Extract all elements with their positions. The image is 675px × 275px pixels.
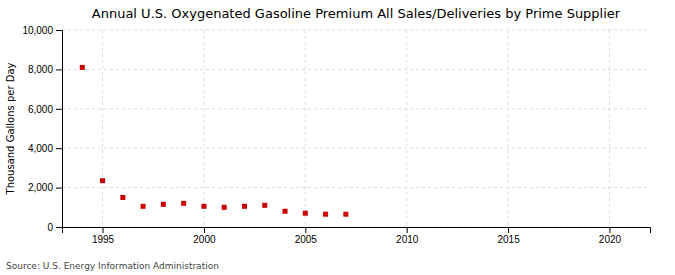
grid-line-y bbox=[62, 69, 650, 70]
tick-mark bbox=[407, 227, 408, 233]
point bbox=[343, 212, 348, 217]
point bbox=[161, 202, 166, 207]
grid-line-x bbox=[508, 30, 509, 227]
plot-area: 1995 2000 2005 2010 2015 2020 0 2,000 4,000 6,000… bbox=[22, 25, 650, 245]
title: Annual U.S. Oxygenated Gasoline Premium … bbox=[92, 6, 621, 21]
tick-label: 2015 bbox=[497, 234, 520, 245]
points bbox=[80, 65, 349, 217]
tick-label: 0 bbox=[47, 222, 53, 233]
tick: 2010 bbox=[396, 227, 419, 245]
source: Source: U.S. Energy Information Administ… bbox=[6, 261, 219, 271]
point bbox=[242, 204, 247, 209]
point bbox=[201, 204, 206, 209]
tick-mark bbox=[204, 227, 205, 233]
tick: 4,000 bbox=[28, 143, 62, 154]
grid bbox=[62, 30, 650, 227]
tick-label: 2,000 bbox=[28, 182, 53, 193]
point bbox=[222, 205, 227, 210]
tick: 2020 bbox=[599, 227, 622, 245]
tick-label: 2010 bbox=[396, 234, 419, 245]
tick-label: 10,000 bbox=[22, 25, 53, 36]
tick-label: 8,000 bbox=[28, 64, 53, 75]
tick-mark bbox=[56, 69, 62, 70]
grid-line-x bbox=[609, 30, 610, 227]
point bbox=[303, 211, 308, 216]
tick: 0 bbox=[47, 222, 62, 233]
grid-line-y bbox=[62, 108, 650, 109]
tick-mark bbox=[56, 30, 62, 31]
axis-line bbox=[56, 31, 63, 228]
tick-mark bbox=[56, 227, 62, 228]
point bbox=[283, 209, 288, 214]
axis-line bbox=[63, 228, 651, 234]
tick: 1995 bbox=[92, 227, 115, 245]
tick: 2015 bbox=[497, 227, 520, 245]
tick-label: 2005 bbox=[295, 234, 318, 245]
point bbox=[80, 65, 85, 70]
tick: 2000 bbox=[193, 227, 216, 245]
grid-line-x bbox=[203, 30, 204, 227]
tick-label: 1995 bbox=[92, 234, 115, 245]
tick-mark bbox=[56, 148, 62, 149]
tick-mark bbox=[508, 227, 509, 233]
tick: 2005 bbox=[295, 227, 318, 245]
tick: 2,000 bbox=[28, 182, 62, 193]
point bbox=[262, 203, 267, 208]
point bbox=[120, 195, 125, 200]
tick-mark bbox=[305, 227, 306, 233]
tick-mark bbox=[56, 188, 62, 189]
y-axis-title: Thousand Gallons per Day bbox=[5, 62, 16, 195]
tick-mark bbox=[103, 227, 104, 233]
point bbox=[141, 204, 146, 209]
y-axis: 0 2,000 4,000 6,000 8,000 10,000 bbox=[22, 25, 62, 233]
tick-label: 6,000 bbox=[28, 104, 53, 115]
tick: 10,000 bbox=[22, 25, 62, 36]
point bbox=[323, 212, 328, 217]
tick: 6,000 bbox=[28, 104, 62, 115]
tick-mark bbox=[609, 227, 610, 233]
grid-line-x bbox=[102, 30, 103, 227]
tick-mark bbox=[56, 109, 62, 110]
point bbox=[100, 178, 105, 183]
grid-line-x bbox=[406, 30, 407, 227]
tick-label: 4,000 bbox=[28, 143, 53, 154]
grid-line-x bbox=[305, 30, 306, 227]
grid-line-y bbox=[62, 187, 650, 188]
point bbox=[181, 201, 186, 206]
tick-label: 2000 bbox=[193, 234, 216, 245]
grid-line-y bbox=[62, 148, 650, 149]
tick-label: 2020 bbox=[599, 234, 622, 245]
chart: 1995 2000 2005 2010 2015 2020 0 2,000 4,000 6,000… bbox=[0, 0, 675, 275]
grid-line-y bbox=[62, 30, 650, 31]
tick: 8,000 bbox=[28, 64, 62, 75]
x-axis: 1995 2000 2005 2010 2015 2020 bbox=[63, 227, 651, 245]
